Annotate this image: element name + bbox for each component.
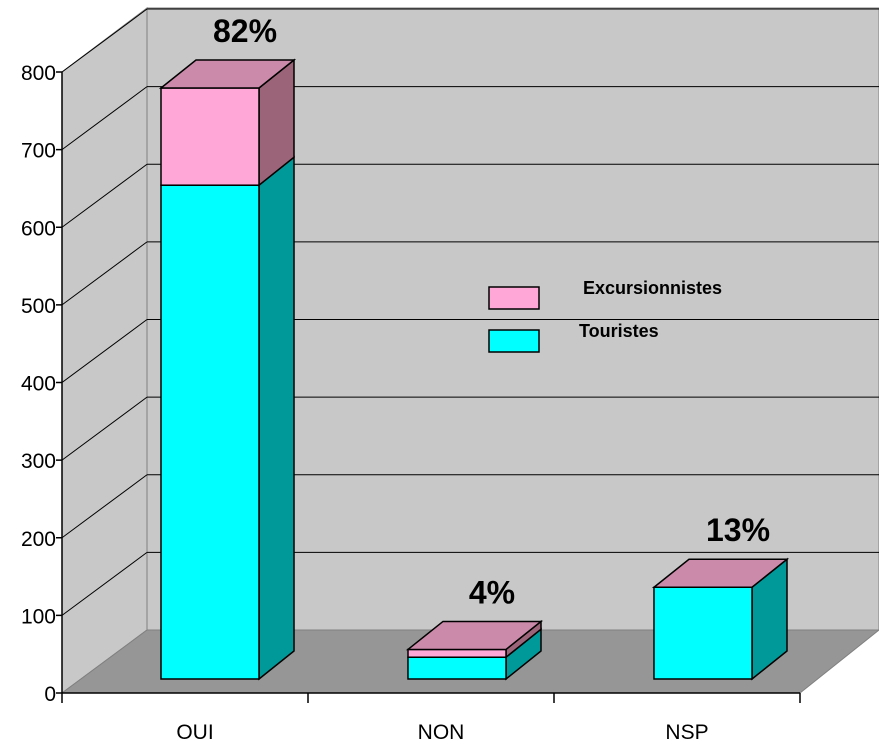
y-tick-label: 700 xyxy=(21,140,56,163)
axes: 0 100 200 300 400 500 600 700 800 OUI NON NSP xyxy=(21,62,801,744)
x-tick-label: NON xyxy=(418,721,465,744)
y-tick-label: 100 xyxy=(21,605,56,628)
gridline-side xyxy=(61,163,148,228)
legend-swatch xyxy=(488,286,540,310)
bar-excursionnistes xyxy=(160,87,260,186)
bar-touristes xyxy=(653,586,753,680)
gridline-side xyxy=(61,319,148,383)
y-tick-label: 0 xyxy=(44,683,56,706)
bar-touristes xyxy=(160,184,260,680)
gridline-side xyxy=(61,474,148,539)
data-label: 13% xyxy=(706,512,770,548)
y-tick-label: 200 xyxy=(21,528,56,551)
bar-side-touristes xyxy=(258,155,295,681)
data-labels: 82% 4% 13% xyxy=(213,13,770,610)
bar-top xyxy=(158,59,297,89)
y-tick-label: 500 xyxy=(21,295,56,318)
bar-touristes xyxy=(407,656,507,680)
gridline-side xyxy=(61,396,148,461)
gridline-side xyxy=(61,551,148,616)
gridline-side xyxy=(61,86,148,151)
legend-label: Excursionnistes xyxy=(583,278,722,298)
y-tick-label: 300 xyxy=(21,450,56,473)
data-label: 4% xyxy=(469,574,515,610)
bar-excursionnistes xyxy=(407,648,507,658)
bar-top xyxy=(405,620,544,651)
y-tick-label: 800 xyxy=(21,62,56,85)
x-tick-label: NSP xyxy=(665,721,708,744)
legend-swatch xyxy=(488,329,540,353)
gridline-side xyxy=(61,8,148,73)
y-tick-label: 600 xyxy=(21,217,56,240)
data-label: 82% xyxy=(213,13,277,49)
gridline-side xyxy=(61,241,148,306)
legend: Excursionnistes Touristes xyxy=(488,278,722,353)
legend-label: Touristes xyxy=(579,321,659,341)
bar-top xyxy=(651,558,790,588)
bars xyxy=(158,58,790,681)
y-tick-label: 400 xyxy=(21,373,56,396)
x-tick-label: OUI xyxy=(176,721,213,744)
